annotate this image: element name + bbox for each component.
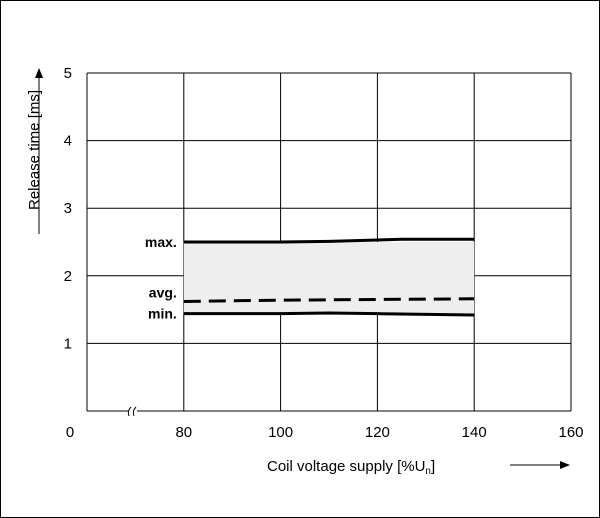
x-axis-label-subscript: n — [425, 466, 431, 477]
y-tick-label: 1 — [64, 335, 72, 352]
x-tick-label: 120 — [365, 424, 390, 441]
axis-break-mark — [132, 406, 137, 417]
y-axis-label: Release time [ms] — [26, 90, 43, 210]
axis-break-gap — [129, 404, 137, 418]
x-tick-label: 80 — [175, 424, 192, 441]
curve-label-max: max. — [145, 234, 177, 250]
x-tick-label: 0 — [66, 424, 74, 441]
axis-break-mark — [127, 406, 132, 417]
tolerance-band — [183, 242, 475, 314]
x-axis-label-main: Coil voltage supply [%U — [267, 458, 425, 475]
axes — [35, 68, 571, 469]
x-axis-label: Coil voltage supply [%Un] — [267, 458, 435, 477]
x-tick-label: 160 — [558, 424, 583, 441]
curve-label-min: min. — [148, 306, 177, 322]
x-axis-label-end: ] — [431, 458, 435, 475]
x-arrow-head — [560, 461, 570, 469]
series-line-min — [183, 311, 475, 317]
grid — [87, 72, 572, 411]
x-tick-label: 140 — [462, 424, 487, 441]
curve-label-avg: avg. — [149, 284, 177, 300]
curve-labels: max. avg. min. — [145, 234, 177, 322]
x-tick-label: 100 — [268, 424, 293, 441]
y-tick-label: 4 — [64, 133, 72, 150]
series-layer — [183, 237, 475, 317]
y-tick-label: 5 — [64, 65, 72, 82]
series-line-max — [183, 237, 475, 244]
y-tick-label: 2 — [64, 268, 72, 285]
tick-labels: 0 80 100 120 140 160 1 2 3 4 5 — [64, 65, 584, 441]
y-arrow-head — [35, 68, 43, 78]
y-tick-label: 3 — [64, 200, 72, 217]
